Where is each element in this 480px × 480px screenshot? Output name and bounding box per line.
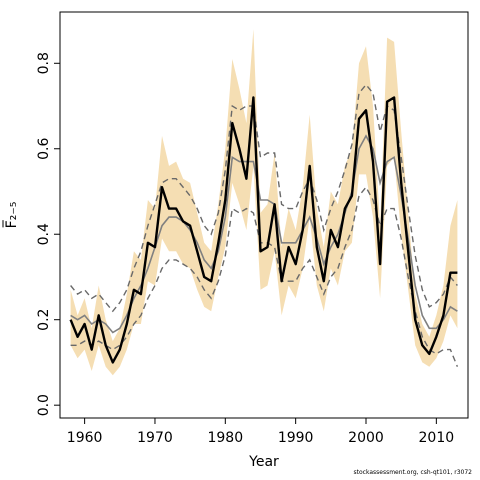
y-tick-label: 0.2 bbox=[36, 309, 52, 331]
estimate-line bbox=[69, 96, 458, 364]
y-tick-label: 0.6 bbox=[36, 138, 52, 160]
comparison-line bbox=[70, 134, 458, 334]
comparison-lower-line bbox=[70, 185, 459, 367]
confidence-band bbox=[70, 29, 458, 376]
x-tick-label: 1970 bbox=[137, 430, 173, 446]
y-tick-label: 0.8 bbox=[36, 52, 52, 74]
y-tick-label: 0.0 bbox=[36, 394, 52, 416]
x-tick-label: 2010 bbox=[419, 430, 455, 446]
comparison-upper-line bbox=[70, 83, 458, 313]
x-tick-label: 1990 bbox=[278, 430, 314, 446]
credit-footer: stockassessment.org, csh-qt101, r3072 bbox=[353, 469, 473, 476]
x-axis: 1960 1970 1980 1990 2000 2010 bbox=[67, 418, 454, 446]
plot-frame bbox=[59, 11, 469, 419]
x-axis-title: Year bbox=[248, 454, 279, 470]
x-tick-label: 2000 bbox=[348, 430, 384, 446]
x-tick-label: 1980 bbox=[207, 430, 243, 446]
y-axis: 0.0 0.2 0.4 0.6 0.8 bbox=[36, 52, 60, 416]
y-axis-title: F̅₂₋₅ bbox=[2, 202, 20, 229]
x-tick-label: 1960 bbox=[67, 430, 103, 446]
plot-area bbox=[69, 29, 459, 376]
y-tick-label: 0.4 bbox=[36, 223, 52, 245]
